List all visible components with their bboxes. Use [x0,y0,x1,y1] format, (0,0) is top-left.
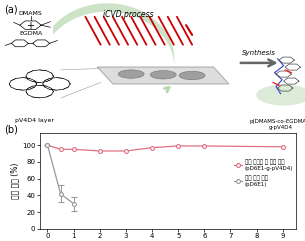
Ellipse shape [118,70,144,78]
Text: p(DMAMS-co-EGDMA)-
g-pV4D4: p(DMAMS-co-EGDMA)- g-pV4D4 [250,119,305,130]
Ellipse shape [179,71,205,80]
Text: Synthesis: Synthesis [242,50,276,56]
Ellipse shape [150,71,176,79]
Polygon shape [98,67,229,84]
Text: iCVD process: iCVD process [103,10,153,19]
Text: (b): (b) [4,125,18,135]
Text: +: + [27,21,34,31]
Text: pV4D4 layer: pV4D4 layer [15,118,54,123]
Ellipse shape [256,85,305,106]
Y-axis label: 항균 효율 (%): 항균 효율 (%) [10,163,19,199]
Text: DMAMS: DMAMS [19,11,42,16]
Legend: 새로 개발한 친 항균 코팅
(pD6E1-g-pV4D4), 기존 항균 코팅
(pD6E1): 새로 개발한 친 항균 코팅 (pD6E1-g-pV4D4), 기존 항균 코팅… [234,159,293,187]
Text: EGDMA: EGDMA [19,31,42,36]
Text: (a): (a) [5,4,18,14]
